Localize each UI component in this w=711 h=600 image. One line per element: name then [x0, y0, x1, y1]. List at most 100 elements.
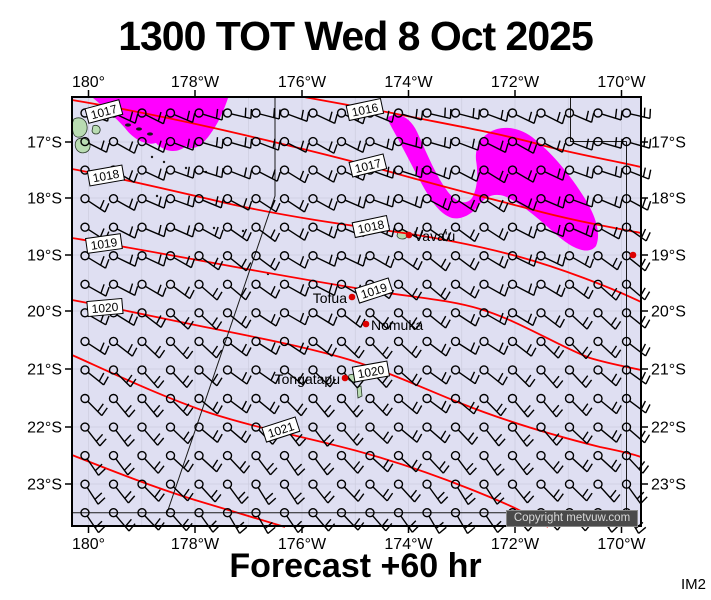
wind-barb-station	[80, 508, 90, 518]
wind-barb	[393, 279, 423, 301]
wind-barb	[621, 222, 651, 242]
wind-barb-station	[222, 165, 233, 175]
wind-barb	[507, 479, 535, 504]
wind-barb	[137, 165, 167, 181]
lon-axis-label: 176°W	[278, 536, 327, 553]
wind-barb-shaft	[343, 458, 365, 474]
wind-barb	[251, 308, 281, 327]
wind-barb	[422, 450, 450, 474]
wind-barb-shaft	[487, 255, 509, 269]
wind-barb	[251, 165, 281, 182]
wind-barb-shaft	[458, 313, 480, 327]
wind-barb-shaft	[116, 283, 139, 297]
isobar-label-text: 1016	[350, 100, 379, 119]
wind-barb	[536, 393, 564, 418]
wind-barb	[507, 308, 538, 327]
wind-barb-station	[564, 393, 575, 404]
wind-barb-station	[621, 450, 632, 461]
wind-barb	[365, 251, 395, 269]
wind-barb	[165, 422, 194, 445]
wind-barb-station	[222, 450, 233, 461]
wind-barb-station	[621, 165, 632, 175]
wind-barb-station	[422, 365, 432, 375]
wind-barb-shaft	[458, 257, 480, 271]
wind-barb-shaft	[88, 140, 110, 153]
wind-barb-shaft	[572, 255, 595, 269]
wind-barb	[165, 308, 194, 330]
wind-barb	[108, 450, 135, 476]
wind-barb-station	[279, 365, 290, 375]
wind-barb-station	[165, 422, 176, 432]
wind-barb-station	[137, 193, 147, 204]
wind-barb	[450, 251, 480, 271]
wind-barb-shaft	[600, 315, 622, 330]
wind-barb	[165, 251, 196, 269]
wind-barb-station	[621, 222, 632, 232]
lon-axis-label: 180°	[72, 536, 105, 553]
wind-barb-station	[393, 450, 404, 461]
wind-barb-station	[393, 308, 404, 318]
wind-barb	[194, 165, 224, 179]
wind-barb-shaft	[316, 313, 338, 327]
wind-barb-shaft	[116, 313, 139, 326]
wind-barb-station	[80, 193, 90, 204]
wind-barb	[251, 508, 276, 535]
isobar-label: 1020	[351, 360, 391, 383]
wind-barb-shaft	[201, 286, 223, 301]
wind-barb-station	[564, 251, 575, 261]
wind-barb	[80, 193, 110, 213]
wind-barb-shaft	[458, 371, 480, 385]
dateline	[166, 97, 276, 514]
wind-barb-station	[507, 193, 518, 204]
lon-axis-label: 170°W	[597, 74, 646, 91]
wind-barb-station	[279, 136, 290, 147]
wind-barb-station	[450, 136, 461, 147]
wind-barb-shaft	[430, 167, 452, 180]
wind-barb-shaft	[88, 284, 110, 297]
wind-barb-station	[536, 251, 546, 261]
wind-barb-shaft	[372, 457, 394, 473]
wind-barb-shaft	[115, 372, 137, 388]
wind-barb	[593, 393, 622, 415]
isobar-label-box	[86, 164, 126, 187]
wind-barb-station	[137, 365, 147, 375]
wind-barb	[593, 336, 622, 359]
islet-dot	[162, 160, 166, 164]
wind-barb	[194, 251, 224, 271]
wind-barb-shaft	[515, 111, 538, 125]
wind-barb-station	[536, 479, 546, 489]
wind-barb-shaft	[429, 343, 452, 357]
wind-barb-station	[137, 422, 147, 432]
wind-barb	[393, 450, 422, 473]
wind-barb-station	[108, 422, 119, 432]
wind-barb	[422, 251, 451, 272]
wind-barb	[308, 479, 335, 504]
copyright-badge: Copyright metvuw.com	[506, 510, 638, 527]
lat-axis-label: 21°S	[27, 362, 62, 379]
wind-barb-station	[336, 136, 347, 147]
wind-barb-shaft	[145, 111, 167, 125]
wind-barb-shaft	[230, 371, 252, 385]
wind-barb-shaft	[173, 255, 196, 269]
wind-barb-station	[450, 165, 461, 175]
wind-barb	[507, 165, 538, 183]
wind-barb	[80, 508, 106, 534]
wind-barb-shaft	[258, 257, 281, 271]
wind-barb-station	[365, 393, 375, 404]
wind-barb	[108, 279, 139, 297]
wind-barb-shaft	[231, 137, 253, 149]
wind-barb	[137, 422, 165, 446]
wind-barb	[194, 193, 224, 209]
wind-barb-shaft	[144, 515, 165, 531]
wind-barb-shaft	[230, 228, 252, 242]
wind-barb-shaft	[429, 257, 451, 272]
wind-barb	[365, 308, 394, 330]
wind-barb-shaft	[316, 283, 338, 297]
wind-barb-shaft	[230, 429, 252, 444]
lat-axis-label: 18°S	[27, 191, 62, 208]
wind-barb-station	[393, 508, 404, 518]
wind-barb-station	[564, 108, 575, 118]
wind-barb-station	[564, 308, 575, 318]
wind-barb-shaft	[600, 400, 622, 415]
